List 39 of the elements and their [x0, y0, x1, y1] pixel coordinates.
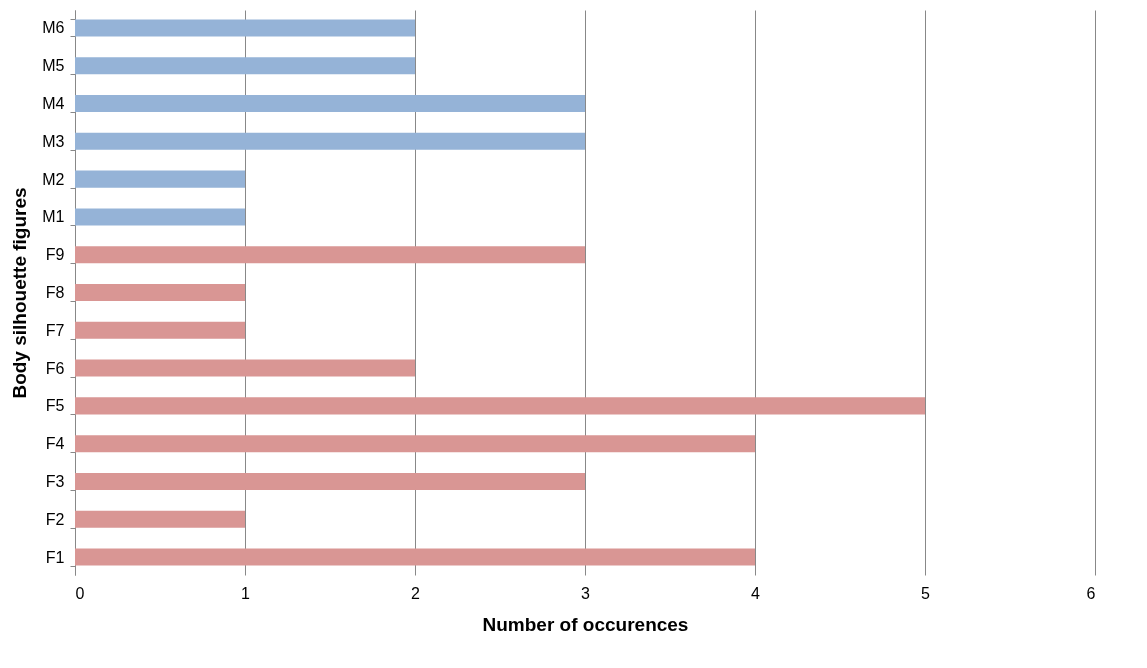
x-tick-label: 2 [411, 584, 421, 602]
y-tick-label: M6 [42, 19, 65, 37]
y-tick-label: F2 [45, 510, 65, 528]
bar [75, 548, 755, 566]
y-tick-label: F3 [45, 472, 65, 490]
x-tick-label: 5 [921, 584, 931, 602]
bar [75, 472, 585, 490]
y-tick-label: M3 [42, 132, 65, 150]
bar [75, 435, 755, 453]
y-tick-label: F9 [45, 246, 65, 264]
y-tick-label: M2 [42, 170, 65, 188]
y-tick-label: F5 [45, 397, 65, 415]
bar [75, 510, 245, 528]
y-tick-label: M1 [42, 208, 65, 226]
x-tick-label: 4 [751, 584, 761, 602]
y-tick-label: M5 [42, 57, 65, 75]
y-tick-label: M4 [42, 95, 65, 113]
y-tick-label: F8 [45, 284, 65, 301]
bar [75, 321, 245, 339]
bar [75, 170, 245, 188]
bar [75, 19, 415, 37]
bar [75, 208, 245, 226]
bar [75, 95, 585, 113]
bar [75, 132, 585, 150]
bar [75, 246, 585, 264]
y-tick-label: F1 [45, 548, 65, 566]
bar [75, 359, 415, 377]
bar [75, 57, 415, 75]
y-tick-label: F6 [45, 359, 65, 377]
bar [75, 397, 925, 415]
x-tick-label: 0 [75, 584, 85, 602]
x-tick-label: 6 [1086, 584, 1096, 602]
bar [75, 284, 245, 301]
x-tick-label: 3 [581, 584, 591, 602]
x-tick-label: 1 [241, 584, 251, 602]
x-axis-title: Number of occurences [482, 613, 689, 635]
y-tick-label: F4 [45, 435, 65, 453]
y-tick-label: F7 [45, 321, 65, 339]
y-axis-title: Body silhouette figures [9, 187, 31, 399]
